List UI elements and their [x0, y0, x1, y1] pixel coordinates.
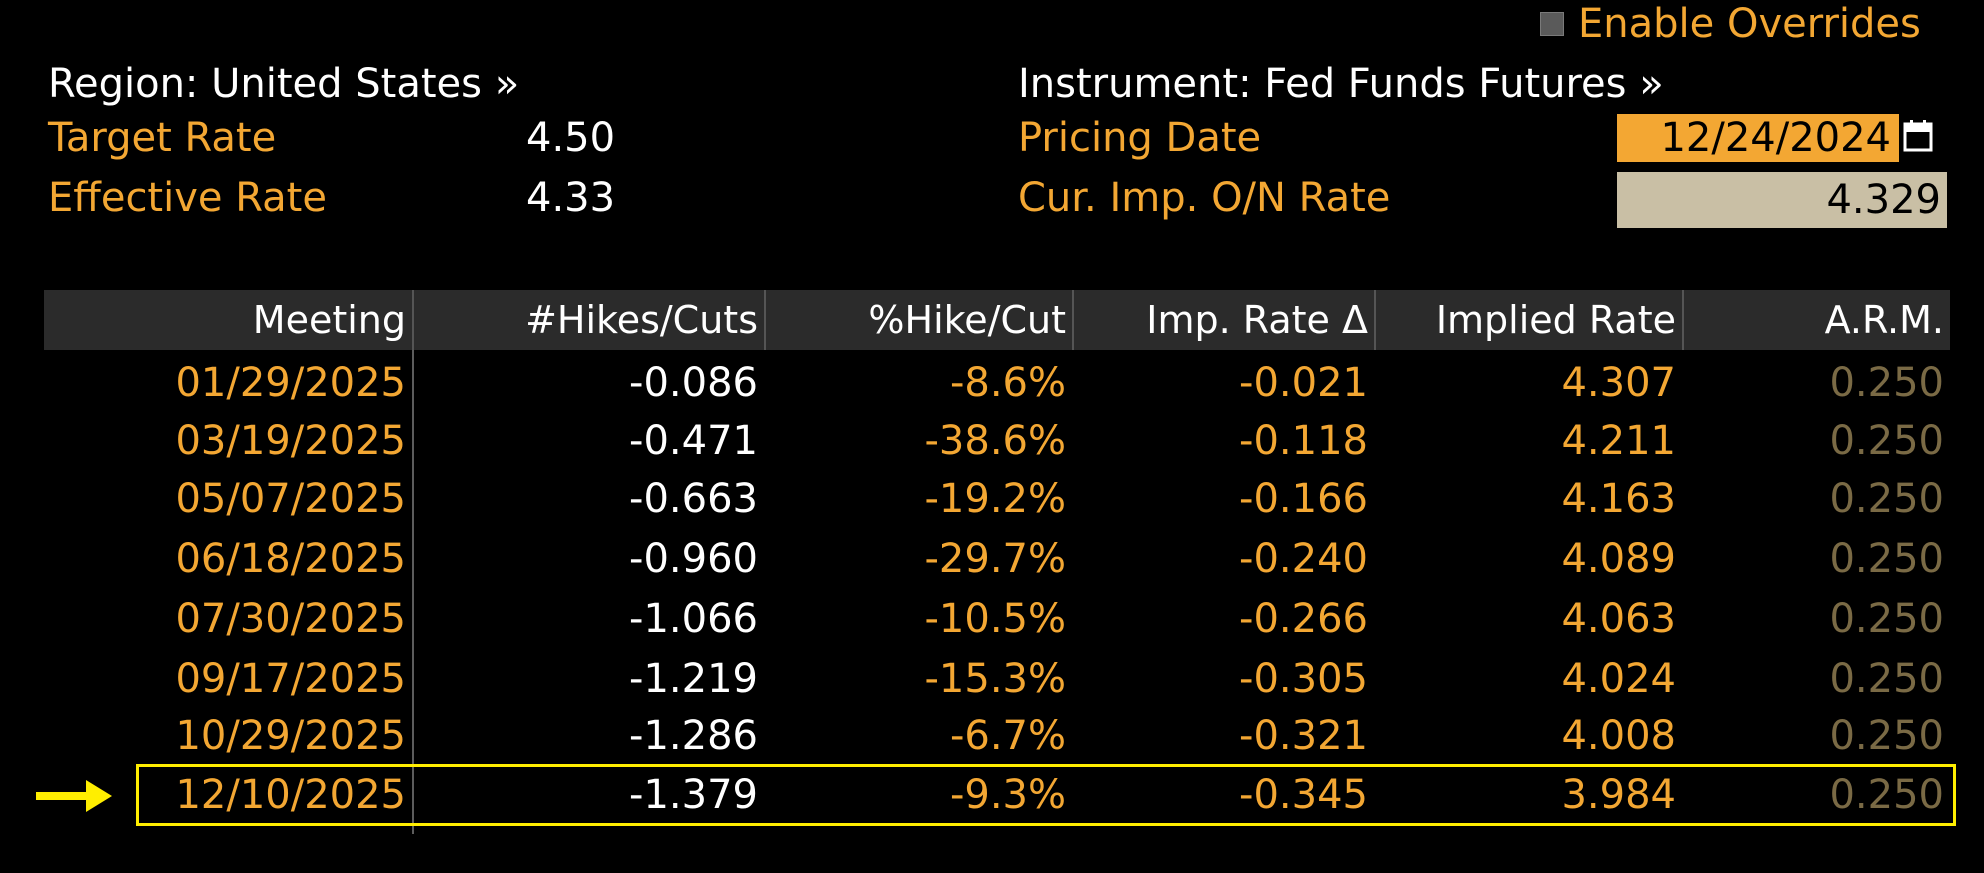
- cell-hikes-cuts: -0.471: [629, 418, 758, 464]
- cell-implied: 4.163: [1561, 476, 1676, 522]
- row-highlight-box: [136, 764, 1956, 826]
- cell-arm: 0.250: [1829, 713, 1944, 759]
- target-rate-label: Target Rate: [48, 115, 277, 161]
- cell-arm: 0.250: [1829, 476, 1944, 522]
- cell-hikes-cuts: -0.663: [629, 476, 758, 522]
- col-meeting[interactable]: Meeting: [252, 298, 406, 342]
- cell-pct: -9.3%: [949, 772, 1066, 818]
- cell-implied: 4.211: [1561, 418, 1676, 464]
- enable-overrides-toggle[interactable]: Enable Overrides: [1540, 0, 1921, 48]
- cell-arm: 0.250: [1829, 536, 1944, 582]
- effective-rate-label: Effective Rate: [48, 175, 327, 221]
- header-divider: [1072, 290, 1074, 350]
- cell-meeting: 06/18/2025: [175, 536, 406, 582]
- cell-implied: 4.024: [1561, 656, 1676, 702]
- table-row-highlighted[interactable]: 12/10/2025 -1.379 -9.3% -0.345 3.984 0.2…: [44, 766, 1950, 824]
- cell-pct: -8.6%: [949, 360, 1066, 406]
- cell-delta: -0.240: [1239, 536, 1368, 582]
- header-divider: [1682, 290, 1684, 350]
- cell-implied: 4.089: [1561, 536, 1676, 582]
- col-hikes-cuts[interactable]: #Hikes/Cuts: [525, 298, 758, 342]
- effective-rate-value: 4.33: [526, 175, 616, 221]
- header-divider: [764, 290, 766, 350]
- cell-meeting: 03/19/2025: [175, 418, 406, 464]
- table-row[interactable]: 03/19/2025 -0.471 -38.6% -0.118 4.211 0.…: [44, 412, 1950, 470]
- table-row[interactable]: 09/17/2025 -1.219 -15.3% -0.305 4.024 0.…: [44, 650, 1950, 708]
- calendar-icon[interactable]: [1902, 116, 1934, 158]
- cell-hikes-cuts: -1.379: [629, 772, 758, 818]
- cell-pct: -10.5%: [924, 596, 1066, 642]
- header-divider: [412, 290, 414, 350]
- cell-arm: 0.250: [1829, 596, 1944, 642]
- enable-overrides-label: Enable Overrides: [1578, 1, 1921, 47]
- cur-imp-rate-label: Cur. Imp. O/N Rate: [1018, 175, 1391, 221]
- pricing-date-label: Pricing Date: [1018, 115, 1262, 161]
- cur-imp-rate-field[interactable]: 4.329: [1617, 172, 1947, 228]
- col-implied-rate[interactable]: Implied Rate: [1435, 298, 1676, 342]
- cell-delta: -0.266: [1239, 596, 1368, 642]
- cell-delta: -0.305: [1239, 656, 1368, 702]
- table-row[interactable]: 01/29/2025 -0.086 -8.6% -0.021 4.307 0.2…: [44, 354, 1950, 412]
- cell-pct: -15.3%: [924, 656, 1066, 702]
- cell-implied: 3.984: [1561, 772, 1676, 818]
- cell-arm: 0.250: [1829, 418, 1944, 464]
- cell-pct: -6.7%: [949, 713, 1066, 759]
- cell-meeting: 09/17/2025: [175, 656, 406, 702]
- cell-hikes-cuts: -1.066: [629, 596, 758, 642]
- table-header: Meeting #Hikes/Cuts %Hike/Cut Imp. Rate …: [44, 290, 1950, 350]
- cell-implied: 4.063: [1561, 596, 1676, 642]
- cell-pct: -38.6%: [924, 418, 1066, 464]
- col-arm[interactable]: A.R.M.: [1824, 298, 1944, 342]
- arrow-right-icon: [36, 776, 116, 816]
- cell-delta: -0.321: [1239, 713, 1368, 759]
- cell-pct: -19.2%: [924, 476, 1066, 522]
- instrument-selector[interactable]: Instrument: Fed Funds Futures »: [1018, 61, 1664, 107]
- cell-implied: 4.307: [1561, 360, 1676, 406]
- region-selector[interactable]: Region: United States »: [48, 61, 520, 107]
- col-pct-hike-cut[interactable]: %Hike/Cut: [868, 298, 1066, 342]
- cell-meeting: 12/10/2025: [175, 772, 406, 818]
- cell-hikes-cuts: -0.086: [629, 360, 758, 406]
- cell-arm: 0.250: [1829, 360, 1944, 406]
- cell-pct: -29.7%: [924, 536, 1066, 582]
- checkbox-icon[interactable]: [1540, 12, 1564, 36]
- cell-delta: -0.118: [1239, 418, 1368, 464]
- cell-delta: -0.021: [1239, 360, 1368, 406]
- cell-meeting: 10/29/2025: [175, 713, 406, 759]
- cell-delta: -0.345: [1239, 772, 1368, 818]
- cell-delta: -0.166: [1239, 476, 1368, 522]
- table-row[interactable]: 07/30/2025 -1.066 -10.5% -0.266 4.063 0.…: [44, 590, 1950, 648]
- table-row[interactable]: 06/18/2025 -0.960 -29.7% -0.240 4.089 0.…: [44, 530, 1950, 588]
- cell-meeting: 07/30/2025: [175, 596, 406, 642]
- header-divider: [1374, 290, 1376, 350]
- cell-arm: 0.250: [1829, 656, 1944, 702]
- cell-hikes-cuts: -1.219: [629, 656, 758, 702]
- table-row[interactable]: 05/07/2025 -0.663 -19.2% -0.166 4.163 0.…: [44, 470, 1950, 528]
- cell-arm: 0.250: [1829, 772, 1944, 818]
- column-divider: [412, 350, 414, 834]
- cell-implied: 4.008: [1561, 713, 1676, 759]
- target-rate-value: 4.50: [526, 115, 616, 161]
- pricing-date-input[interactable]: 12/24/2024: [1617, 114, 1899, 162]
- cell-meeting: 05/07/2025: [175, 476, 406, 522]
- table-row[interactable]: 10/29/2025 -1.286 -6.7% -0.321 4.008 0.2…: [44, 707, 1950, 765]
- col-imp-rate-delta[interactable]: Imp. Rate Δ: [1146, 298, 1368, 342]
- cell-meeting: 01/29/2025: [175, 360, 406, 406]
- cell-hikes-cuts: -0.960: [629, 536, 758, 582]
- cell-hikes-cuts: -1.286: [629, 713, 758, 759]
